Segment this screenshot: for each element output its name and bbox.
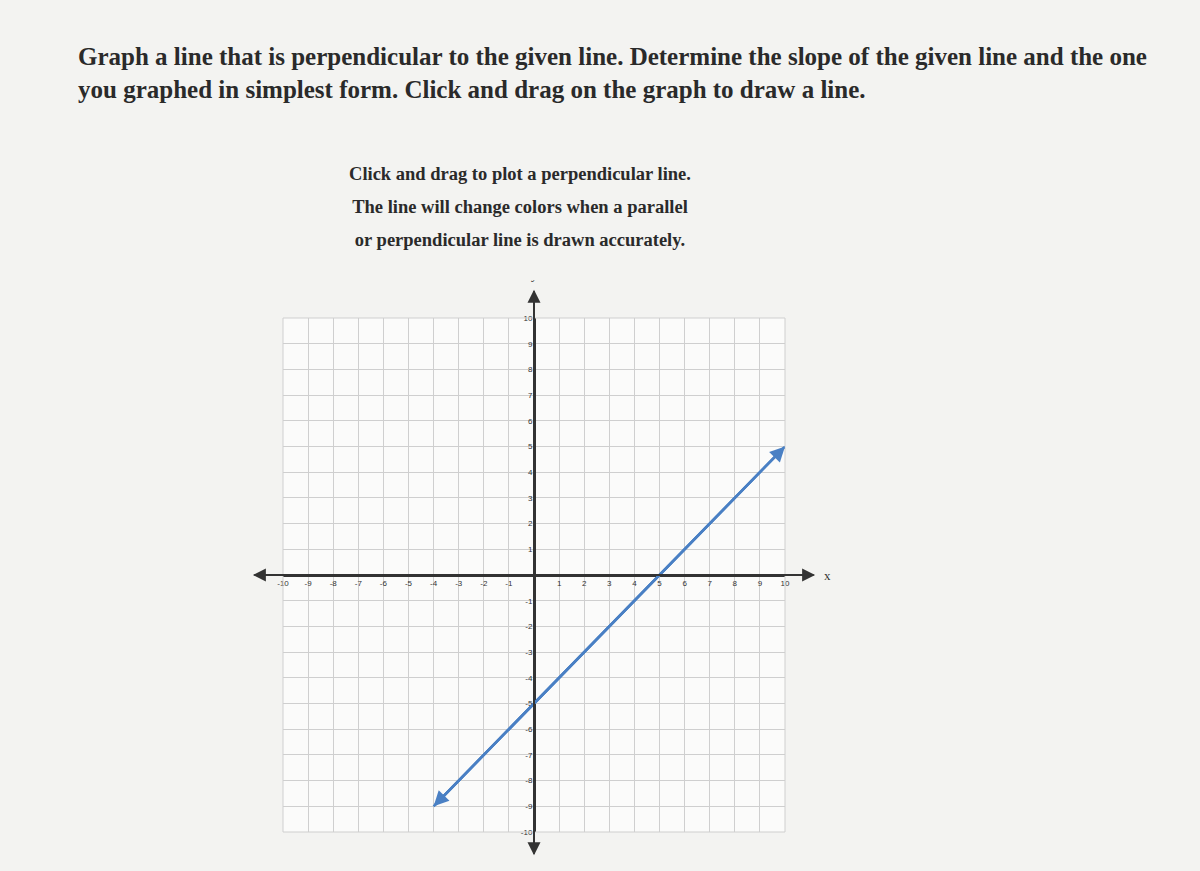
svg-text:-10: -10	[521, 828, 533, 837]
svg-text:-10: -10	[277, 579, 289, 588]
svg-text:-3: -3	[525, 648, 533, 657]
svg-text:y: y	[531, 280, 538, 282]
svg-text:-1: -1	[525, 597, 533, 606]
svg-text:10: 10	[781, 579, 790, 588]
svg-text:4: 4	[632, 579, 637, 588]
svg-text:3: 3	[607, 579, 612, 588]
html-text:The line will change colors wh: The line will change colors when a paral…	[352, 197, 688, 217]
svg-text:-7: -7	[355, 579, 363, 588]
svg-text:-1: -1	[505, 579, 513, 588]
svg-text:2: 2	[528, 519, 533, 528]
svg-text:7: 7	[707, 579, 712, 588]
svg-text:1: 1	[528, 545, 533, 554]
svg-text:1: 1	[557, 579, 562, 588]
svg-text:4: 4	[528, 468, 533, 477]
svg-text:-6: -6	[525, 725, 533, 734]
svg-text:9: 9	[528, 340, 533, 349]
svg-text:-7: -7	[525, 751, 533, 760]
svg-text:5: 5	[657, 579, 662, 588]
svg-text:9: 9	[758, 579, 763, 588]
svg-text:-8: -8	[330, 579, 338, 588]
svg-text:6: 6	[528, 417, 533, 426]
svg-text:6: 6	[682, 579, 687, 588]
svg-text:3: 3	[528, 494, 533, 503]
html-text:Graph a line that is perpendic: Graph a line that is perpendicular to th…	[78, 43, 1147, 103]
svg-text:x: x	[824, 568, 831, 583]
svg-text:-3: -3	[455, 579, 463, 588]
svg-text:10: 10	[523, 314, 532, 323]
html-text:or perpendicular line is drawn: or perpendicular line is drawn accuratel…	[354, 230, 686, 250]
svg-text:8: 8	[528, 365, 533, 374]
svg-text:8: 8	[733, 579, 738, 588]
svg-text:5: 5	[528, 442, 533, 451]
svg-text:-4: -4	[525, 674, 533, 683]
svg-text:-9: -9	[525, 802, 533, 811]
html-text:Click and drag to plot a perpe: Click and drag to plot a perpendicular l…	[349, 164, 691, 184]
svg-text:2: 2	[582, 579, 587, 588]
svg-text:-9: -9	[305, 579, 313, 588]
svg-text:-5: -5	[525, 699, 533, 708]
svg-text:-4: -4	[430, 579, 438, 588]
svg-text:-2: -2	[480, 579, 488, 588]
svg-text:-6: -6	[380, 579, 388, 588]
svg-text:-8: -8	[525, 776, 533, 785]
svg-text:7: 7	[528, 391, 533, 400]
svg-text:-5: -5	[405, 579, 413, 588]
svg-text:-2: -2	[525, 622, 533, 631]
